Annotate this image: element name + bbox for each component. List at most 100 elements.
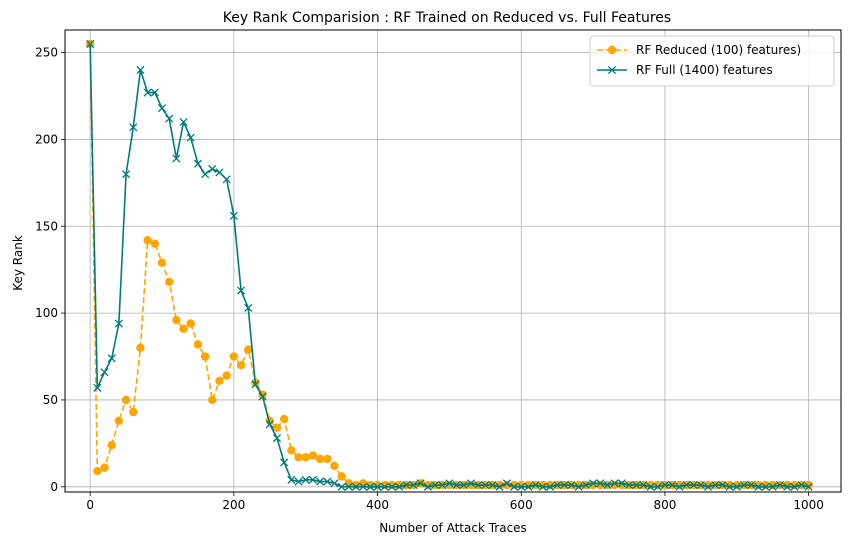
- y-tick-label: 0: [50, 480, 58, 494]
- data-point: [653, 480, 662, 490]
- data-point: [445, 479, 454, 488]
- data-point: [229, 352, 239, 361]
- data-point: [93, 466, 102, 476]
- data-point: [100, 463, 109, 472]
- data-point: [696, 480, 705, 490]
- data-point: [646, 482, 655, 491]
- data-point: [172, 154, 181, 163]
- data-point: [251, 380, 260, 389]
- data-point: [804, 480, 813, 490]
- data-point: [316, 477, 325, 486]
- data-point: [538, 482, 547, 491]
- data-point: [409, 480, 418, 490]
- data-point: [236, 361, 246, 370]
- data-point: [495, 480, 504, 490]
- data-point: [675, 480, 684, 490]
- data-point: [466, 479, 476, 488]
- data-point: [323, 477, 332, 486]
- data-point: [632, 480, 641, 490]
- data-point: [445, 480, 454, 490]
- data-point: [222, 175, 231, 184]
- data-point: [215, 376, 224, 386]
- series-line: [89, 43, 809, 488]
- data-point: [229, 211, 238, 220]
- data-point: [222, 371, 231, 380]
- data-point: [172, 315, 181, 325]
- legend-label: RF Reduced (100) features): [636, 43, 801, 57]
- data-point: [387, 480, 397, 490]
- data-point: [488, 480, 497, 490]
- data-point: [186, 319, 195, 328]
- data-point: [517, 480, 526, 490]
- data-point: [589, 479, 598, 488]
- data-point: [790, 482, 799, 491]
- x-tick-label: 1000: [793, 498, 824, 512]
- data-point: [754, 480, 763, 490]
- data-point: [150, 88, 159, 97]
- data-point: [122, 170, 131, 179]
- data-point: [754, 482, 763, 491]
- series-line: [89, 43, 809, 486]
- data-point: [668, 480, 677, 490]
- data-point: [193, 159, 202, 168]
- data-point: [380, 482, 389, 491]
- data-point: [193, 340, 203, 349]
- data-point: [86, 39, 95, 48]
- data-point: [265, 420, 274, 429]
- data-point: [351, 480, 361, 490]
- data-point: [186, 133, 195, 142]
- data-point: [689, 480, 698, 490]
- y-tick-label: 100: [35, 306, 58, 320]
- data-point: [646, 480, 655, 490]
- data-point: [682, 480, 691, 490]
- data-point: [524, 480, 533, 490]
- legend: RF Reduced (100) features) RF Full (1400)…: [589, 35, 835, 87]
- data-point: [287, 446, 296, 455]
- data-point: [747, 480, 756, 490]
- plot-area: [85, 39, 813, 491]
- data-point: [394, 480, 404, 490]
- data-point: [804, 482, 813, 491]
- data-point: [574, 482, 583, 491]
- data-point: [330, 461, 339, 471]
- data-point: [617, 479, 626, 488]
- data-point: [208, 395, 217, 405]
- x-tick-label: 800: [654, 498, 677, 512]
- data-point: [423, 482, 432, 491]
- axis-ticks: 0 200 400 600 800 1000 0 50 100 150 200 250: [35, 46, 824, 512]
- data-point: [574, 480, 583, 490]
- data-point: [560, 480, 569, 490]
- data-point: [502, 480, 512, 490]
- y-tick-label: 250: [35, 46, 58, 60]
- data-point: [215, 168, 224, 177]
- data-point: [359, 482, 368, 491]
- data-point: [208, 164, 217, 174]
- legend-item: RF Reduced (100) features): [597, 43, 801, 57]
- data-point: [783, 482, 792, 491]
- data-point: [624, 480, 634, 490]
- legend-box: [589, 35, 835, 87]
- data-point: [617, 480, 627, 490]
- data-point: [502, 479, 511, 488]
- data-point: [531, 480, 540, 490]
- data-point: [380, 480, 389, 490]
- data-point: [596, 479, 605, 488]
- data-point: [301, 475, 310, 484]
- data-point: [201, 170, 210, 179]
- data-point: [337, 482, 346, 491]
- data-point: [782, 480, 792, 490]
- data-point: [481, 480, 490, 490]
- data-point: [739, 480, 749, 490]
- data-point: [244, 303, 253, 312]
- data-point: [395, 482, 404, 491]
- data-point: [402, 480, 411, 490]
- series-rf-full: [86, 39, 813, 491]
- grid: [65, 30, 841, 492]
- data-point: [366, 480, 375, 490]
- data-point: [272, 434, 282, 443]
- x-tick-label: 0: [86, 498, 94, 512]
- y-axis-label: Key Rank: [11, 235, 25, 291]
- data-point: [93, 383, 102, 392]
- data-point: [524, 482, 533, 491]
- data-point: [114, 416, 124, 425]
